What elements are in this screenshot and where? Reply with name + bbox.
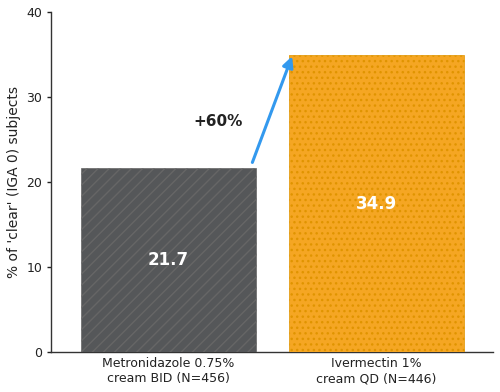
Text: 21.7: 21.7 bbox=[148, 251, 188, 269]
Bar bbox=[289, 55, 464, 352]
Bar bbox=[80, 168, 256, 352]
Text: +60%: +60% bbox=[194, 114, 243, 129]
Text: 34.9: 34.9 bbox=[356, 195, 397, 213]
Y-axis label: % of 'clear' (IGA 0) subjects: % of 'clear' (IGA 0) subjects bbox=[7, 86, 21, 278]
